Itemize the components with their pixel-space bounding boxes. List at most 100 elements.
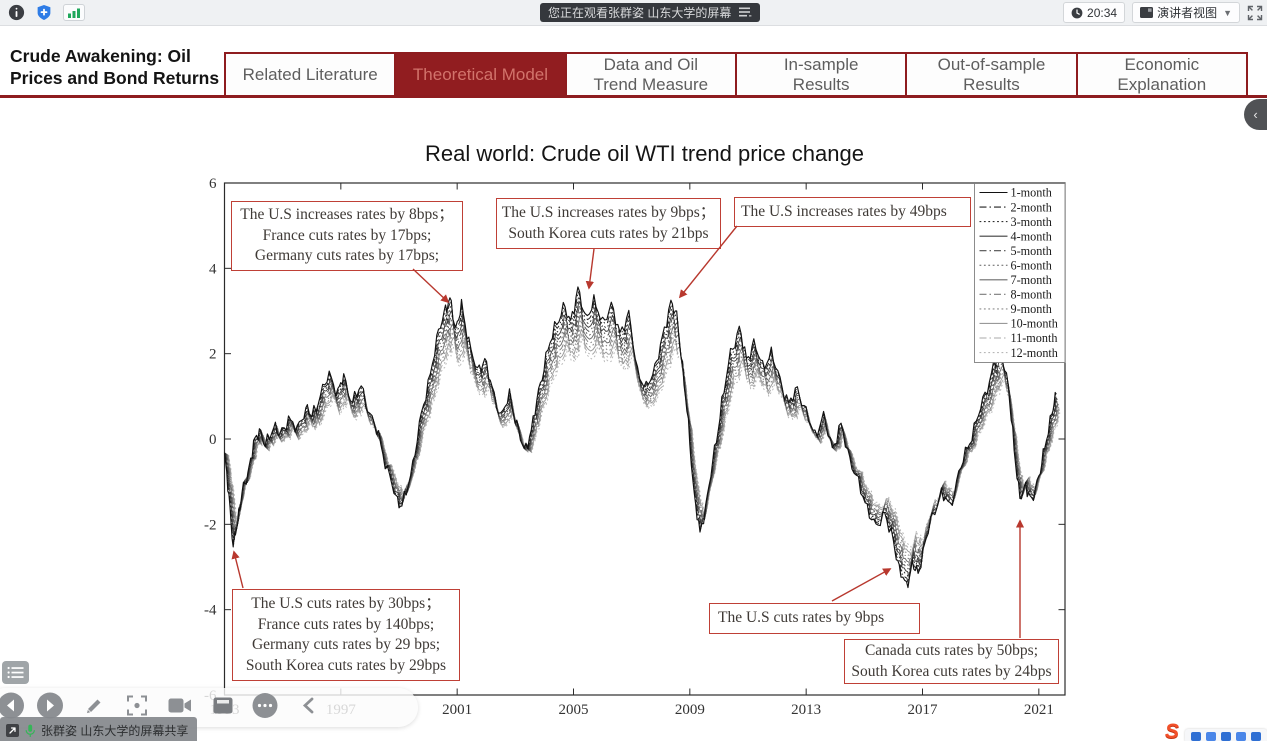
save-capture-button[interactable]: [213, 697, 233, 719]
series-line-2-month: [224, 291, 1058, 585]
y-tick-label: -4: [204, 603, 217, 619]
ime-logo-icon[interactable]: S: [1164, 720, 1179, 741]
legend-label: 1-month: [1011, 186, 1052, 200]
legend-label: 10-month: [1011, 317, 1058, 331]
legend-label: 2-month: [1011, 200, 1052, 214]
series-line-9-month: [227, 324, 1060, 561]
presentation-title: Crude Awakening: Oil Prices and Bond Ret…: [10, 46, 220, 88]
annotation-line: France cuts rates by 17bps;: [262, 226, 432, 244]
chart-title: Real world: Crude oil WTI trend price ch…: [425, 141, 864, 166]
view-mode-button[interactable]: 演讲者视图 ▼: [1132, 2, 1240, 23]
play-button[interactable]: [37, 692, 64, 724]
annotation-box-2000-rates: The U.S increases rates by 8bps； France …: [231, 201, 463, 271]
tab-related-literature[interactable]: Related Literature: [224, 52, 397, 97]
x-tick-label: 2021: [1024, 702, 1054, 718]
series-line-8-month: [226, 319, 1060, 565]
annotation-line: South Korea cuts rates by 29bps: [245, 656, 447, 674]
topbar-left-icons: [8, 0, 85, 25]
annotation-line: Canada cuts rates by 50bps;: [864, 642, 1039, 659]
series-line-10-month: [227, 328, 1061, 558]
ime-toolbar: S: [1164, 720, 1267, 741]
series-line-4-month: [225, 300, 1058, 578]
ime-tray: [1185, 729, 1267, 741]
security-shield-icon[interactable]: [35, 3, 53, 22]
series-line-5-month: [225, 305, 1059, 575]
screen-share-toast: 张群姿 山东大学的屏幕共享: [0, 717, 198, 741]
pencil-annotate-button[interactable]: [83, 694, 105, 721]
annotation-box-1993-rates: The U.S cuts rates by 30bps； France cuts…: [232, 589, 460, 681]
ime-settings-icon[interactable]: [1251, 731, 1261, 741]
legend-label: 12-month: [1011, 346, 1058, 360]
fullscreen-toggle-icon[interactable]: [1247, 5, 1263, 21]
tab-in-sample-results[interactable]: In-sample Results: [734, 52, 908, 97]
legend-label: 6-month: [1011, 258, 1052, 272]
x-tick-label: 2005: [558, 702, 588, 718]
legend-label: 5-month: [1011, 244, 1052, 258]
share-toast-text: 张群姿 山东大学的屏幕共享: [41, 724, 189, 738]
tab-data-and-oil-trend-measure[interactable]: Data and Oil Trend Measure: [564, 52, 737, 97]
y-tick-label: 6: [209, 176, 217, 192]
series-line-1-month: [223, 286, 1057, 589]
pill-menu-icon[interactable]: [739, 7, 752, 18]
x-tick-label: 2009: [675, 702, 705, 718]
tab-theoretical-model[interactable]: Theoretical Model: [394, 52, 567, 97]
screen-watching-pill[interactable]: 您正在观看张群姿 山东大学的屏幕: [540, 3, 761, 22]
ime-keyboard-icon[interactable]: [1236, 731, 1246, 741]
meeting-top-bar: 您正在观看张群姿 山东大学的屏幕 20:34 演讲者视图 ▼: [0, 0, 1267, 26]
tab-economic-explanation[interactable]: Economic Explanation: [1075, 52, 1248, 97]
annotation-line: The U.S increases rates by 9bps；: [501, 204, 716, 221]
x-tick-label: 2017: [907, 702, 938, 718]
y-tick-label: 4: [209, 261, 217, 277]
camera-record-button[interactable]: [168, 697, 192, 719]
meeting-time: 20:34: [1087, 5, 1118, 20]
watching-label: 您正在观看张群姿 山东大学的屏幕: [548, 6, 732, 20]
slide-nav-tabs: Related Literature Theoretical Model Dat…: [224, 52, 1248, 97]
annotation-list-button[interactable]: [2, 661, 29, 684]
microphone-icon: [25, 724, 35, 737]
annotation-box-2008-rates: The U.S increases rates by 49bps: [734, 197, 971, 227]
series-line-11-month: [227, 333, 1061, 554]
annotation-line: South Korea cuts rates by 24bps: [851, 662, 1052, 680]
legend-label: 11-month: [1011, 331, 1058, 345]
collapse-toolbar-button[interactable]: [301, 696, 315, 719]
annotation-line: South Korea cuts rates by 21bps: [508, 224, 709, 242]
annotation-line: Germany cuts rates by 17bps;: [254, 247, 440, 265]
meeting-timer-button[interactable]: 20:34: [1063, 2, 1126, 23]
legend-box: [974, 183, 1066, 363]
arrow-1993: [231, 550, 244, 589]
panel-collapse-handle[interactable]: ‹: [1244, 99, 1267, 130]
arrow-2016: [831, 568, 892, 602]
annotation-box-2005-rates: The U.S increases rates by 9bps； South K…: [496, 198, 721, 249]
legend-label: 7-month: [1011, 273, 1052, 287]
share-screen-icon: [6, 724, 19, 737]
more-options-button[interactable]: [252, 692, 278, 723]
annotation-line: The U.S increases rates by 8bps；: [240, 206, 454, 224]
legend-label: 9-month: [1011, 302, 1052, 316]
clock-icon: [1071, 7, 1083, 18]
chevron-left-icon: ‹: [1253, 107, 1258, 122]
series-line-6-month: [225, 310, 1059, 571]
arrow-2005: [585, 248, 595, 290]
list-icon: [7, 666, 24, 679]
series-line-7-month: [226, 314, 1059, 568]
ime-punct-icon[interactable]: [1206, 731, 1216, 741]
speaker-view-icon: [1140, 7, 1154, 18]
info-icon[interactable]: [8, 4, 25, 21]
tab-out-of-sample-results[interactable]: Out-of-sample Results: [905, 52, 1078, 97]
previous-button[interactable]: [0, 692, 25, 724]
x-tick-label: 2001: [442, 702, 472, 718]
arrow-2000: [412, 268, 450, 304]
ime-emoji-icon[interactable]: [1221, 731, 1231, 741]
legend-label: 3-month: [1011, 215, 1052, 229]
y-tick-label: 2: [209, 347, 217, 363]
annotation-line: The U.S cuts rates by 30bps；: [251, 595, 441, 612]
network-signal-icon[interactable]: [63, 4, 85, 21]
capture-focus-button[interactable]: [126, 694, 148, 721]
ime-mode-icon[interactable]: [1191, 731, 1201, 741]
x-tick-label: 2013: [791, 702, 821, 718]
series-line-12-month: [228, 338, 1061, 551]
legend-label: 8-month: [1011, 288, 1052, 302]
